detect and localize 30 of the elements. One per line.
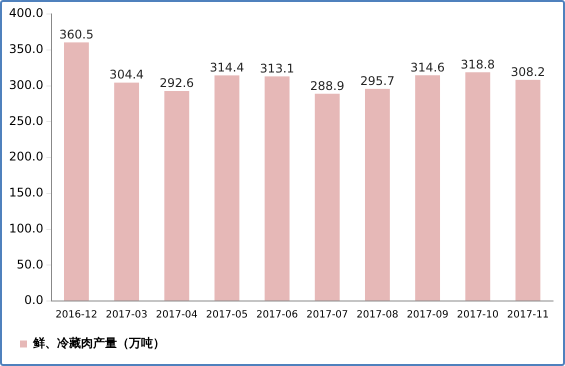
y-tick-label: 400.0 — [8, 6, 44, 20]
x-tick-label: 2017-04 — [156, 310, 198, 321]
y-tick-label: 50.0 — [16, 257, 44, 272]
x-tick-label: 2016-12 — [56, 310, 98, 321]
data-label: 292.6 — [160, 76, 194, 90]
data-label: 313.1 — [260, 61, 294, 76]
data-label: 360.5 — [59, 27, 94, 42]
data-label: 314.6 — [410, 60, 445, 74]
y-tick-label: 100.0 — [8, 221, 44, 236]
data-label: 314.4 — [210, 60, 244, 75]
x-tick-label: 2017-08 — [356, 310, 398, 321]
data-label: 295.7 — [360, 74, 395, 88]
data-label: 318.8 — [460, 57, 495, 72]
x-tick-label: 2017-05 — [206, 310, 248, 321]
y-tick-label: 0.0 — [24, 293, 44, 308]
y-tick-label: 200.0 — [8, 150, 44, 164]
data-label: 304.4 — [109, 68, 144, 82]
x-tick-label: 2017-11 — [507, 310, 549, 321]
x-tick-label: 2017-10 — [456, 310, 499, 321]
x-tick-label: 2017-07 — [306, 310, 348, 321]
y-tick-label: 350.0 — [8, 42, 44, 56]
legend-label: 鲜、冷藏肉产量（万吨） — [32, 336, 165, 350]
x-tick-label: 2017-09 — [406, 310, 448, 321]
data-label: 288.9 — [310, 78, 344, 93]
x-tick-label: 2017-03 — [106, 310, 148, 321]
data-label: 308.2 — [510, 64, 546, 79]
x-tick-label: 2017-06 — [256, 310, 298, 321]
y-tick-label: 150.0 — [8, 186, 44, 200]
y-tick-label: 300.0 — [8, 78, 44, 92]
y-tick-label: 250.0 — [8, 114, 44, 128]
